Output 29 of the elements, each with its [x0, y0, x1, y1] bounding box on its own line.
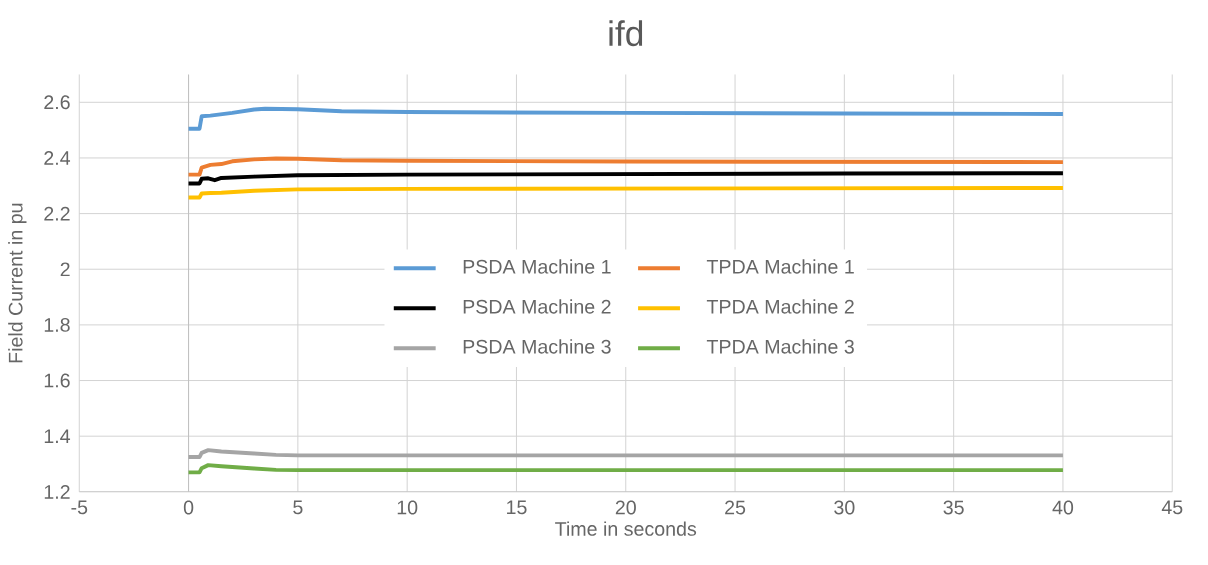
y-tick-label: 2.6: [44, 95, 70, 110]
y-tick-label: 1.2: [44, 485, 70, 499]
x-tick-label: 0: [183, 500, 194, 515]
legend-label: TPDA Machine 3: [706, 339, 854, 354]
x-tick-label: 40: [1052, 500, 1074, 515]
legend-label: PSDA Machine 1: [463, 259, 611, 274]
x-tick-label: 35: [943, 500, 964, 515]
legend-label: TPDA Machine 2: [706, 299, 854, 314]
x-tick-label: 20: [615, 500, 636, 515]
y-tick-label: 1.4: [44, 429, 71, 443]
y-tick-label: 2: [60, 262, 70, 277]
x-tick-label: -5: [71, 500, 88, 515]
legend-label: PSDA Machine 3: [463, 339, 611, 354]
y-tick-label: 1.6: [44, 373, 70, 388]
x-tick-label: 15: [507, 500, 527, 515]
x-axis-title: Time in seconds: [555, 521, 697, 536]
y-tick-label: 1.8: [44, 317, 70, 332]
y-tick-label: 2.4: [44, 151, 71, 165]
x-tick-label: 25: [725, 500, 746, 515]
x-tick-label: 45: [1161, 500, 1183, 515]
chart-title: ifd: [609, 20, 643, 47]
x-tick-label: 5: [293, 500, 303, 515]
legend-label: TPDA Machine 1: [706, 259, 854, 274]
y-axis-title: Field Current in pu: [8, 203, 27, 363]
x-tick-label: 30: [834, 500, 855, 515]
x-tick-label: 10: [397, 500, 418, 515]
legend-label: PSDA Machine 2: [463, 299, 611, 314]
line-series: [186, 106, 1065, 131]
y-tick-label: 2.2: [44, 206, 70, 221]
